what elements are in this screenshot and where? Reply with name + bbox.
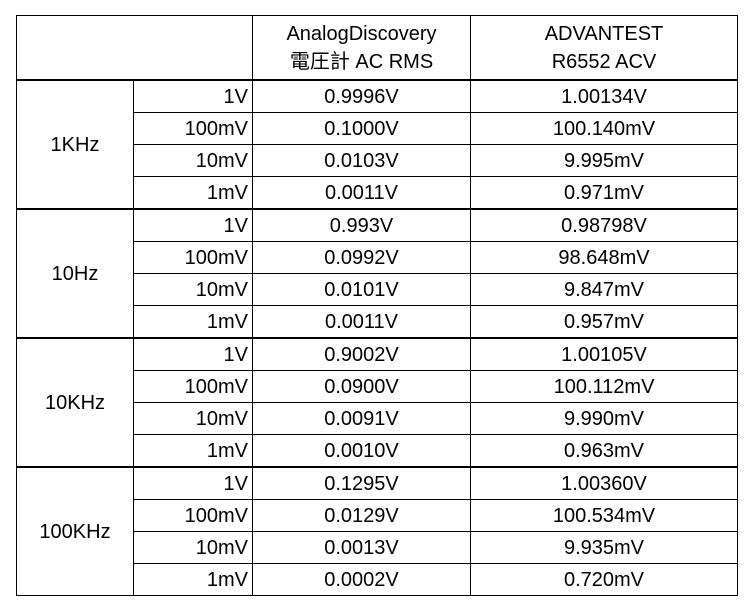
analog-discovery-value: 0.0013V <box>252 531 471 564</box>
range: 1V <box>133 466 253 500</box>
empty-header <box>16 15 253 81</box>
advantest-value: 9.995mV <box>470 144 738 177</box>
measurement-table: AnalogDiscovery 電圧計 AC RMS ADVANTEST R6552 … <box>16 15 738 596</box>
data-row: 100mV 0.0900V 100.112mV <box>17 370 738 403</box>
frequency: 100KHz <box>16 466 134 596</box>
analog-discovery-value: 0.0011V <box>252 176 471 210</box>
data-row: 10mV 0.0091V 9.990mV <box>17 402 738 435</box>
range: 100mV <box>133 499 253 532</box>
advantest-value: 0.720mV <box>470 563 738 596</box>
analog-discovery-value: 0.0091V <box>252 402 471 435</box>
data-row: 10KHz 1V 0.9002V 1.00105V <box>16 337 738 468</box>
analog-discovery-value: 0.0101V <box>252 273 471 306</box>
range: 1mV <box>133 563 253 596</box>
range: 10mV <box>133 144 253 177</box>
frequency: 1KHz <box>16 79 134 210</box>
range: 1V <box>133 337 253 371</box>
frequency: 10Hz <box>16 208 134 339</box>
analog-discovery-value: 0.9996V <box>252 79 471 113</box>
advantest-value: 100.140mV <box>470 112 738 145</box>
data-row: 10Hz 1V 0.993V 0.98798V <box>16 208 738 339</box>
frequency: 10KHz <box>16 337 134 468</box>
advantest-value: 0.957mV <box>470 305 738 339</box>
table-body: AnalogDiscovery 電圧計 AC RMS ADVANTEST R6552 … <box>16 15 738 596</box>
range: 10mV <box>133 273 253 306</box>
analog-discovery-value: 0.993V <box>252 208 471 242</box>
analog-discovery-value: 0.0010V <box>252 434 471 468</box>
analog-discovery-value: 0.1295V <box>252 466 471 500</box>
column-header: ADVANTEST R6552 ACV <box>470 15 738 81</box>
advantest-value: 9.935mV <box>470 531 738 564</box>
data-row: 10mV 0.0103V 9.995mV <box>17 144 738 177</box>
analog-discovery-value: 0.9002V <box>252 337 471 371</box>
range: 1V <box>133 79 253 113</box>
analog-discovery-value: 0.1000V <box>252 112 471 145</box>
advantest-value: 0.963mV <box>470 434 738 468</box>
header-row: AnalogDiscovery 電圧計 AC RMS ADVANTEST R6552 … <box>16 15 738 81</box>
data-row: 100KHz 1V 0.1295V 1.00360V <box>16 466 738 596</box>
data-row: 10mV 0.0013V 9.935mV <box>17 531 738 564</box>
data-row: 1mV 0.0002V 0.720mV <box>17 563 738 596</box>
data-row: 1KHz 1V 0.9996V 1.00134V <box>16 79 738 210</box>
range: 1mV <box>133 176 253 210</box>
advantest-value: 0.971mV <box>470 176 738 210</box>
advantest-value: 1.00105V <box>470 337 738 371</box>
analog-discovery-value: 0.0129V <box>252 499 471 532</box>
range: 1mV <box>133 305 253 339</box>
advantest-value: 1.00134V <box>470 79 738 113</box>
data-row: 1mV 0.0011V 0.971mV <box>17 176 738 210</box>
advantest-value: 0.98798V <box>470 208 738 242</box>
advantest-value: 9.847mV <box>470 273 738 306</box>
range: 100mV <box>133 241 253 274</box>
analog-discovery-value: 0.0992V <box>252 241 471 274</box>
data-row: 10mV 0.0101V 9.847mV <box>17 273 738 306</box>
advantest-value: 9.990mV <box>470 402 738 435</box>
advantest-value: 98.648mV <box>470 241 738 274</box>
analog-discovery-value: 0.0103V <box>252 144 471 177</box>
advantest-value: 1.00360V <box>470 466 738 500</box>
data-row: 1mV 0.0011V 0.957mV <box>17 305 738 339</box>
header-line: 電圧計 AC RMS <box>289 50 434 73</box>
data-row: 100mV 0.1000V 100.140mV <box>17 112 738 145</box>
data-row: 100mV 0.0129V 100.534mV <box>17 499 738 532</box>
analog-discovery-value: 0.0002V <box>252 563 471 596</box>
column-header: AnalogDiscovery 電圧計 AC RMS <box>252 15 471 81</box>
range: 1V <box>133 208 253 242</box>
header-line: ADVANTEST <box>544 22 664 45</box>
range: 10mV <box>133 531 253 564</box>
advantest-value: 100.112mV <box>470 370 738 403</box>
data-row: 100mV 0.0992V 98.648mV <box>17 241 738 274</box>
range: 10mV <box>133 402 253 435</box>
analog-discovery-value: 0.0011V <box>252 305 471 339</box>
analog-discovery-value: 0.0900V <box>252 370 471 403</box>
header-line: R6552 ACV <box>551 50 657 73</box>
header-line: AnalogDiscovery <box>286 22 437 45</box>
advantest-value: 100.534mV <box>470 499 738 532</box>
range: 100mV <box>133 112 253 145</box>
data-row: 1mV 0.0010V 0.963mV <box>17 434 738 468</box>
range: 1mV <box>133 434 253 468</box>
range: 100mV <box>133 370 253 403</box>
